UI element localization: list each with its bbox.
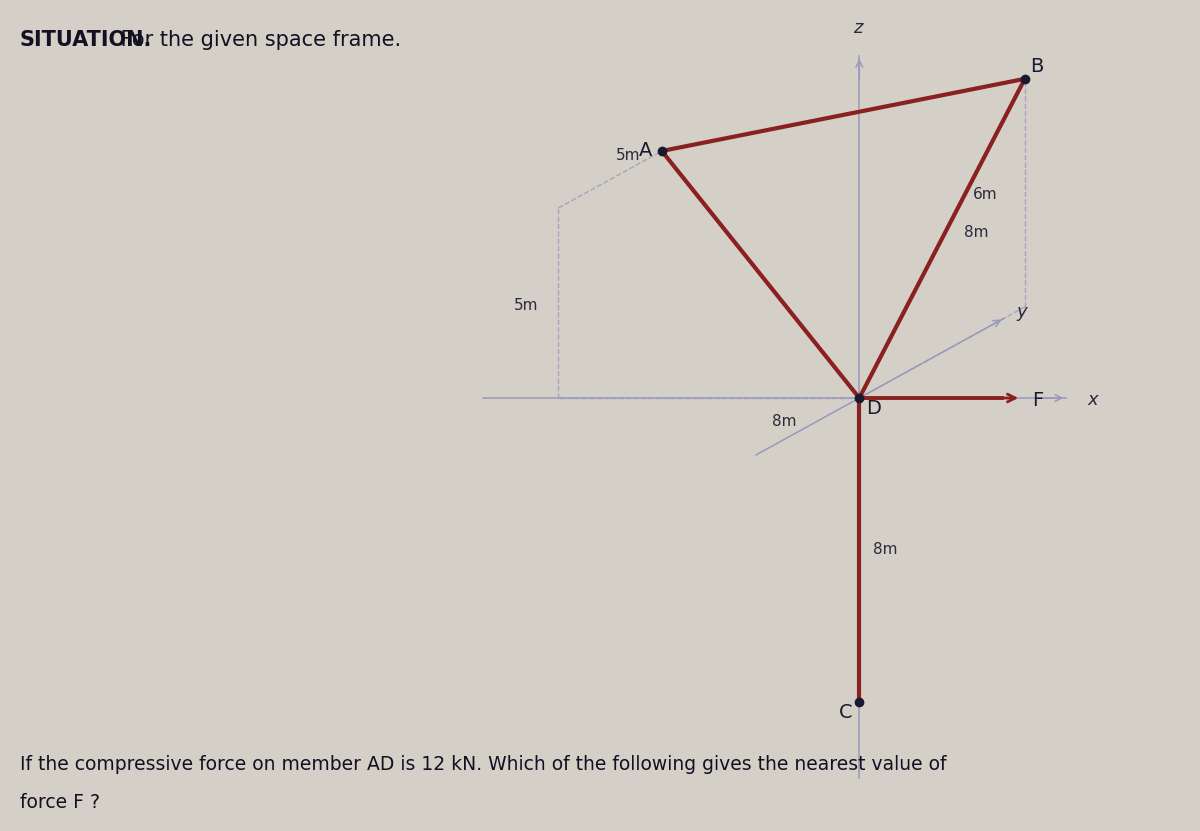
Text: x: x bbox=[1087, 391, 1098, 409]
Text: 8m: 8m bbox=[964, 225, 989, 240]
Text: y: y bbox=[1016, 303, 1027, 321]
Text: A: A bbox=[640, 141, 653, 160]
Text: D: D bbox=[865, 399, 881, 417]
Text: z: z bbox=[852, 18, 862, 37]
Text: If the compressive force on member AD is 12 kN. Which of the following gives the: If the compressive force on member AD is… bbox=[19, 755, 947, 774]
Text: For the given space frame.: For the given space frame. bbox=[114, 30, 401, 50]
Text: 6m: 6m bbox=[972, 187, 997, 202]
Text: 5m: 5m bbox=[616, 149, 641, 164]
Text: 8m: 8m bbox=[772, 414, 797, 429]
Text: F: F bbox=[1032, 391, 1044, 410]
Text: SITUATION.: SITUATION. bbox=[19, 30, 152, 50]
Text: force F ?: force F ? bbox=[19, 793, 100, 812]
Text: B: B bbox=[1030, 57, 1044, 76]
Text: 8m: 8m bbox=[874, 543, 898, 558]
Text: C: C bbox=[839, 702, 852, 721]
Text: 5m: 5m bbox=[514, 297, 539, 312]
